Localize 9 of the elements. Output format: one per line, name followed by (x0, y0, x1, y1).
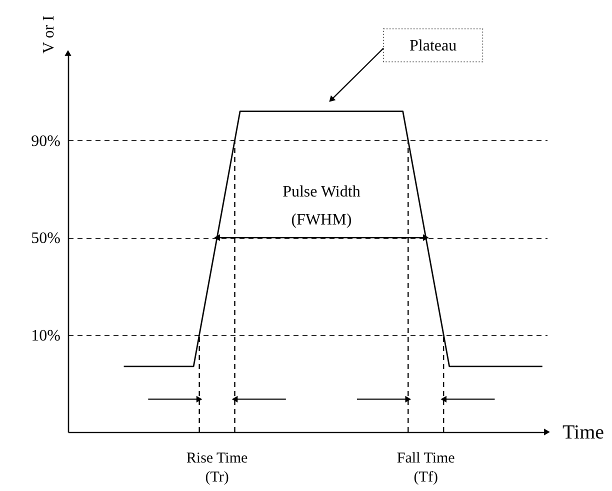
y-tick-label: 10% (31, 327, 60, 344)
annotation: Plateau (410, 38, 457, 55)
y-axis-title: V or I (40, 16, 58, 54)
x-axis-title: Time (562, 422, 604, 444)
y-tick-label: 90% (31, 132, 60, 150)
y-tick-label: 50% (31, 230, 60, 248)
text: Fall Time (Tf) (396, 450, 456, 486)
text: Rise Time (Tr) (186, 450, 248, 486)
annotation: Pulse Width (FWHM) (282, 183, 360, 228)
